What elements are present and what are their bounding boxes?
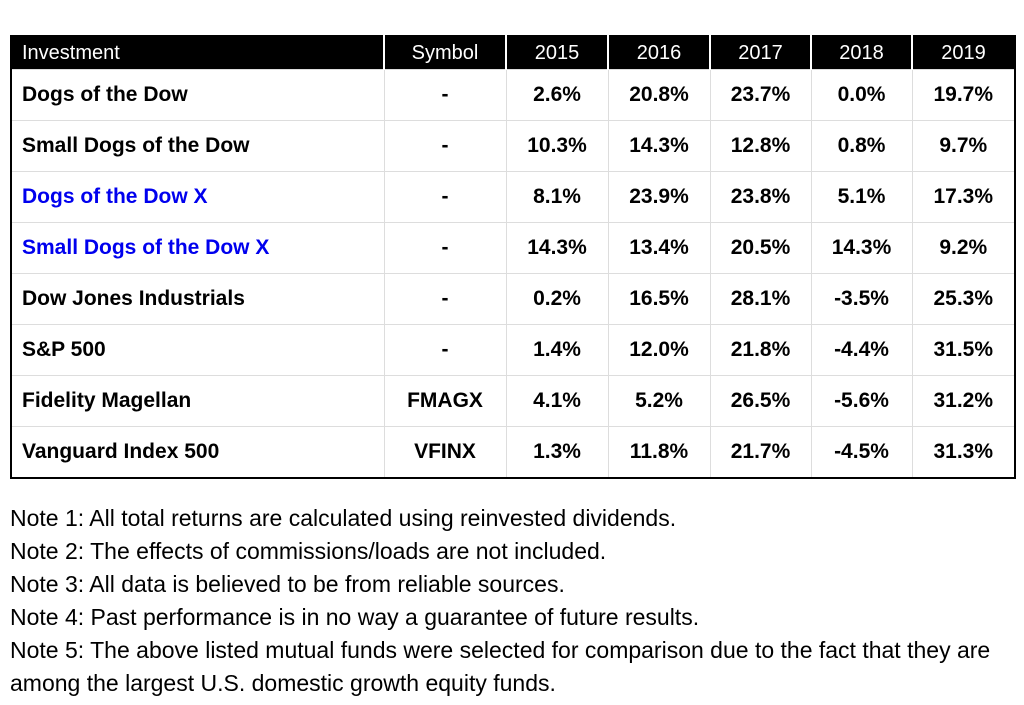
investment-name: S&P 500 xyxy=(10,324,385,376)
return-2016: 16.5% xyxy=(607,273,711,325)
return-2018: 0.8% xyxy=(810,120,913,172)
symbol-cell: - xyxy=(383,69,507,121)
return-2017: 23.8% xyxy=(709,171,812,223)
column-header-investment: Investment xyxy=(11,36,384,70)
column-header-2018: 2018 xyxy=(810,36,912,70)
return-2016: 5.2% xyxy=(607,375,711,427)
investment-name: Vanguard Index 500 xyxy=(10,426,385,479)
return-2018: 0.0% xyxy=(810,69,913,121)
return-2017: 26.5% xyxy=(709,375,812,427)
investment-link[interactable]: Dogs of the Dow X xyxy=(10,171,385,223)
symbol-cell: - xyxy=(383,324,507,376)
symbol-cell: - xyxy=(383,120,507,172)
notes: Note 1: All total returns are calculated… xyxy=(10,502,1014,700)
investment-name: Small Dogs of the Dow xyxy=(10,120,385,172)
return-2017: 23.7% xyxy=(709,69,812,121)
return-2018: -4.5% xyxy=(810,426,913,479)
return-2016: 11.8% xyxy=(607,426,711,479)
return-2018: 14.3% xyxy=(810,222,913,274)
note-line-2: Note 2: The effects of commissions/loads… xyxy=(10,538,607,564)
investment-name: Fidelity Magellan xyxy=(10,375,385,427)
investment-link[interactable]: Small Dogs of the Dow X xyxy=(10,222,385,274)
return-2019: 31.5% xyxy=(911,324,1016,376)
table-row-fidelity-magellan: Fidelity Magellan FMAGX 4.1% 5.2% 26.5% … xyxy=(10,375,1016,427)
return-2015: 2.6% xyxy=(505,69,609,121)
column-header-2019: 2019 xyxy=(911,36,1015,70)
column-header-2015: 2015 xyxy=(505,36,608,70)
note-line-4: Note 4: Past performance is in no way a … xyxy=(10,604,700,630)
return-2019: 9.7% xyxy=(911,120,1016,172)
return-2019: 31.2% xyxy=(911,375,1016,427)
table-row-small-dogs-of-the-dow-x: Small Dogs of the Dow X - 14.3% 13.4% 20… xyxy=(10,222,1016,274)
table-row-dogs-of-the-dow-x: Dogs of the Dow X - 8.1% 23.9% 23.8% 5.1… xyxy=(10,171,1016,223)
return-2016: 23.9% xyxy=(607,171,711,223)
return-2016: 13.4% xyxy=(607,222,711,274)
return-2016: 12.0% xyxy=(607,324,711,376)
note-line-3: Note 3: All data is believed to be from … xyxy=(10,571,565,597)
return-2019: 17.3% xyxy=(911,171,1016,223)
investment-name: Dow Jones Industrials xyxy=(10,273,385,325)
return-2018: -3.5% xyxy=(810,273,913,325)
return-2017: 20.5% xyxy=(709,222,812,274)
return-2015: 8.1% xyxy=(505,171,609,223)
investment-name: Dogs of the Dow xyxy=(10,69,385,121)
return-2019: 25.3% xyxy=(911,273,1016,325)
performance-table: Investment Symbol 2015 2016 2017 2018 20… xyxy=(10,35,1016,479)
header-row: Investment Symbol 2015 2016 2017 2018 20… xyxy=(11,36,1015,70)
return-2018: -5.6% xyxy=(810,375,913,427)
return-2019: 19.7% xyxy=(911,69,1016,121)
table-row-vanguard-index-500: Vanguard Index 500 VFINX 1.3% 11.8% 21.7… xyxy=(10,426,1016,479)
column-header-2017: 2017 xyxy=(709,36,811,70)
note-line-5: Note 5: The above listed mutual funds we… xyxy=(10,637,991,696)
symbol-cell: - xyxy=(383,222,507,274)
column-header-2016: 2016 xyxy=(607,36,710,70)
symbol-cell: VFINX xyxy=(383,426,507,479)
return-2015: 0.2% xyxy=(505,273,609,325)
return-2017: 12.8% xyxy=(709,120,812,172)
table-row-small-dogs-of-the-dow: Small Dogs of the Dow - 10.3% 14.3% 12.8… xyxy=(10,120,1016,172)
return-2016: 20.8% xyxy=(607,69,711,121)
table-row-sp-500: S&P 500 - 1.4% 12.0% 21.8% -4.4% 31.5% xyxy=(10,324,1016,376)
symbol-cell: - xyxy=(383,171,507,223)
return-2015: 14.3% xyxy=(505,222,609,274)
symbol-cell: FMAGX xyxy=(383,375,507,427)
symbol-cell: - xyxy=(383,273,507,325)
return-2015: 4.1% xyxy=(505,375,609,427)
return-2015: 1.4% xyxy=(505,324,609,376)
return-2019: 31.3% xyxy=(911,426,1016,479)
return-2017: 21.8% xyxy=(709,324,812,376)
return-2015: 10.3% xyxy=(505,120,609,172)
table-row-dow-jones-industrials: Dow Jones Industrials - 0.2% 16.5% 28.1%… xyxy=(10,273,1016,325)
return-2016: 14.3% xyxy=(607,120,711,172)
return-2015: 1.3% xyxy=(505,426,609,479)
return-2017: 28.1% xyxy=(709,273,812,325)
return-2018: 5.1% xyxy=(810,171,913,223)
return-2017: 21.7% xyxy=(709,426,812,479)
note-line-1: Note 1: All total returns are calculated… xyxy=(10,505,677,531)
table-row-dogs-of-the-dow: Dogs of the Dow - 2.6% 20.8% 23.7% 0.0% … xyxy=(10,69,1016,121)
return-2018: -4.4% xyxy=(810,324,913,376)
return-2019: 9.2% xyxy=(911,222,1016,274)
column-header-symbol: Symbol xyxy=(383,36,506,70)
